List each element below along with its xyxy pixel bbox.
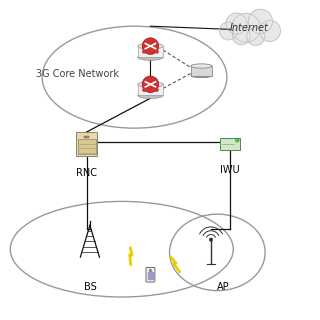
Text: 3G Core Network: 3G Core Network — [36, 69, 119, 79]
Text: Internet: Internet — [230, 23, 269, 33]
Bar — [76, 132, 97, 156]
Circle shape — [142, 76, 159, 92]
Ellipse shape — [138, 92, 163, 99]
Ellipse shape — [138, 54, 163, 60]
Text: BS: BS — [84, 283, 96, 292]
Circle shape — [149, 50, 152, 53]
Bar — [220, 138, 240, 150]
Circle shape — [247, 28, 265, 45]
Bar — [84, 136, 89, 138]
Circle shape — [232, 13, 260, 42]
Circle shape — [156, 50, 158, 53]
Circle shape — [220, 22, 237, 40]
Circle shape — [149, 89, 152, 91]
Circle shape — [235, 138, 239, 142]
Bar — [138, 46, 163, 57]
Circle shape — [210, 238, 212, 241]
FancyBboxPatch shape — [146, 268, 155, 282]
Text: RNC: RNC — [76, 168, 97, 178]
Bar — [78, 139, 96, 155]
Ellipse shape — [191, 73, 212, 78]
Circle shape — [232, 27, 250, 45]
Circle shape — [226, 13, 247, 34]
Ellipse shape — [191, 64, 212, 68]
Bar — [148, 272, 153, 279]
Circle shape — [143, 50, 145, 53]
Circle shape — [143, 89, 145, 91]
Circle shape — [156, 89, 158, 91]
Circle shape — [149, 270, 151, 271]
Text: IWU: IWU — [220, 164, 240, 174]
Bar — [191, 66, 212, 76]
Text: AP: AP — [217, 283, 230, 292]
Ellipse shape — [138, 81, 163, 87]
Circle shape — [142, 38, 159, 54]
Circle shape — [248, 9, 272, 34]
Circle shape — [260, 20, 280, 42]
Bar — [138, 84, 163, 95]
Ellipse shape — [138, 43, 163, 49]
